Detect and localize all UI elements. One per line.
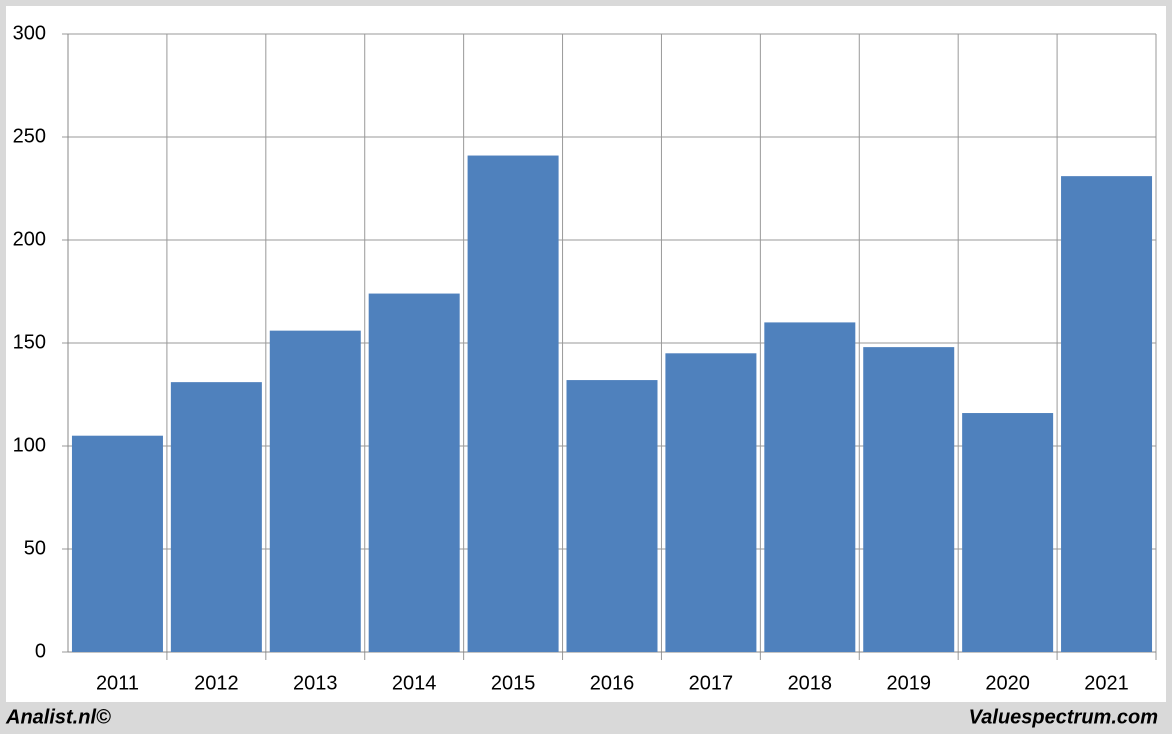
y-tick-label: 250 bbox=[13, 125, 46, 147]
y-tick-label: 0 bbox=[35, 640, 46, 662]
y-tick-label: 100 bbox=[13, 434, 46, 456]
footer-left: Analist.nl© bbox=[5, 706, 111, 728]
bar bbox=[566, 380, 658, 652]
bar bbox=[467, 155, 559, 653]
x-tick-label: 2020 bbox=[985, 672, 1030, 694]
bar bbox=[665, 353, 757, 652]
bar bbox=[1061, 176, 1153, 652]
x-tick-label: 2014 bbox=[392, 672, 437, 694]
x-tick-label: 2015 bbox=[491, 672, 536, 694]
bar bbox=[71, 435, 163, 652]
x-tick-label: 2016 bbox=[590, 672, 635, 694]
bar bbox=[863, 347, 955, 652]
bar bbox=[269, 330, 361, 652]
x-tick-label: 2018 bbox=[788, 672, 833, 694]
bar bbox=[962, 413, 1054, 652]
x-tick-label: 2021 bbox=[1084, 672, 1129, 694]
y-tick-label: 150 bbox=[13, 331, 46, 353]
y-tick-label: 50 bbox=[24, 537, 46, 559]
x-tick-label: 2013 bbox=[293, 672, 338, 694]
bar bbox=[368, 293, 460, 652]
x-tick-label: 2017 bbox=[689, 672, 734, 694]
bar bbox=[764, 322, 856, 652]
x-tick-label: 2012 bbox=[194, 672, 239, 694]
x-tick-label: 2019 bbox=[886, 672, 931, 694]
y-tick-label: 300 bbox=[13, 22, 46, 44]
footer-right: Valuespectrum.com bbox=[969, 706, 1158, 728]
y-tick-label: 200 bbox=[13, 228, 46, 250]
bar bbox=[170, 382, 262, 652]
x-tick-label: 2011 bbox=[96, 672, 139, 694]
